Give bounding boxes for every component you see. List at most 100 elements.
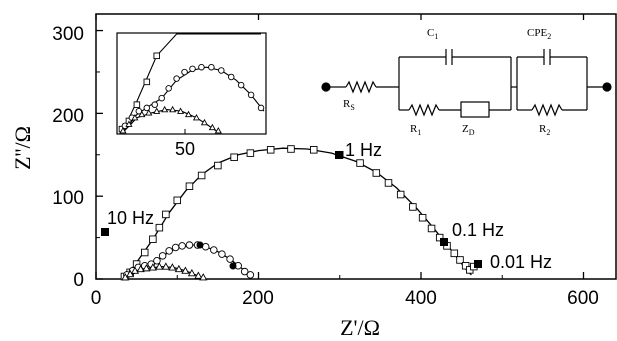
data-point-circle (210, 246, 218, 254)
data-point-square (396, 190, 405, 199)
data-point-triangle (161, 105, 169, 113)
data-point-square (435, 233, 444, 242)
label-c1: C1 (427, 27, 438, 41)
data-point-triangle (161, 262, 170, 270)
data-point-triangle (214, 127, 222, 134)
data-point-triangle (169, 105, 177, 113)
data-point-square (461, 262, 470, 270)
data-point-circle (143, 104, 151, 112)
data-point-triangle (181, 266, 190, 274)
fit-line-square (123, 147, 472, 280)
annotation-10hz: 10 Hz (107, 208, 154, 228)
data-point-square (197, 171, 206, 180)
inset-plot: 50 (116, 32, 267, 159)
data-point-square (149, 235, 157, 243)
data-point-triangle (125, 120, 133, 127)
data-point-circle (257, 104, 265, 112)
data-point-square (133, 101, 141, 108)
data-point-square (214, 161, 222, 170)
inset-fit-square (121, 33, 261, 134)
data-point-circle (158, 94, 165, 102)
circuit-terminal-right (602, 82, 612, 92)
annotation-0-01hz: 0.01 Hz (490, 252, 552, 272)
data-point-triangle (130, 266, 140, 274)
x-tick-200: 200 (242, 288, 274, 309)
data-point-triangle (138, 110, 146, 118)
resistor-r2 (531, 103, 563, 117)
data-point-square (230, 153, 238, 162)
label-rs: RS (343, 98, 355, 112)
data-point-square (372, 169, 381, 177)
x-tick-600: 600 (567, 288, 599, 309)
label-r2: R2 (539, 123, 550, 137)
data-point-triangle (199, 273, 208, 281)
freq-marker-circle-a (196, 241, 204, 249)
plot-frame (95, 13, 617, 280)
data-point-square (155, 223, 164, 232)
data-point-circle (165, 85, 172, 92)
data-point-triangle (177, 107, 185, 114)
data-point-triangle (142, 264, 151, 272)
data-point-square (356, 159, 364, 167)
annotation-1hz: 1 Hz (345, 140, 382, 160)
data-point-circle (208, 63, 215, 71)
data-point-circle (173, 75, 180, 82)
data-point-circle (185, 241, 194, 249)
freq-marker-1hz (335, 151, 343, 159)
y-axis-title: Z''/Ω (10, 126, 35, 170)
data-point-square (409, 203, 417, 211)
data-point-circle (178, 242, 186, 250)
data-point-triangle (136, 264, 145, 273)
data-point-square (143, 78, 151, 86)
data-point-circle (218, 250, 226, 258)
inset-tick-label: 50 (175, 139, 195, 159)
data-point-circle (247, 91, 255, 99)
data-point-triangle (174, 264, 183, 273)
axis-ticks (95, 14, 585, 280)
data-point-circle (240, 267, 249, 276)
data-point-triangle (168, 263, 177, 271)
resistor-rs (345, 80, 377, 94)
freq-marker-0-1hz (440, 238, 448, 246)
label-cpe2: CPE2 (527, 27, 551, 41)
data-point-circle (218, 67, 225, 74)
data-point-square (162, 210, 170, 219)
resistor-r1 (408, 103, 440, 117)
data-point-circle (226, 255, 234, 263)
data-point-square (185, 182, 194, 190)
data-point-square (153, 52, 160, 60)
data-point-triangle (200, 118, 208, 126)
data-point-circle (237, 81, 245, 89)
data-point-circle (153, 257, 161, 265)
data-point-square (287, 145, 295, 153)
data-point-circle (227, 73, 235, 81)
data-point-square (266, 146, 275, 154)
circuit-terminal-left (321, 82, 331, 92)
data-point-circle (171, 243, 180, 252)
data-point-square (384, 179, 393, 187)
y-tick-200: 200 (52, 106, 84, 127)
data-point-square (418, 213, 427, 222)
data-point-triangle (119, 127, 127, 134)
data-point-square (246, 149, 255, 157)
data-point-triangle (194, 271, 203, 279)
data-point-triangle (192, 113, 201, 121)
x-tick-400: 400 (405, 288, 437, 309)
data-point-triangle (145, 109, 153, 116)
data-point-triangle (208, 123, 216, 131)
data-point-triangle (148, 263, 157, 271)
freq-marker-0-01hz (474, 260, 482, 268)
data-point-circle (181, 68, 188, 76)
y-tick-300: 300 (52, 24, 84, 45)
data-point-square (140, 248, 149, 257)
data-point-square (173, 196, 181, 205)
label-zd: ZD (462, 123, 475, 137)
x-axis-title: Z'/Ω (340, 315, 380, 340)
x-tick-0: 0 (91, 288, 102, 309)
warburg-zd (460, 101, 490, 118)
data-point-triangle (187, 268, 196, 277)
data-point-square (456, 256, 464, 264)
data-point-circle (158, 252, 167, 260)
data-point-circle (151, 101, 158, 108)
